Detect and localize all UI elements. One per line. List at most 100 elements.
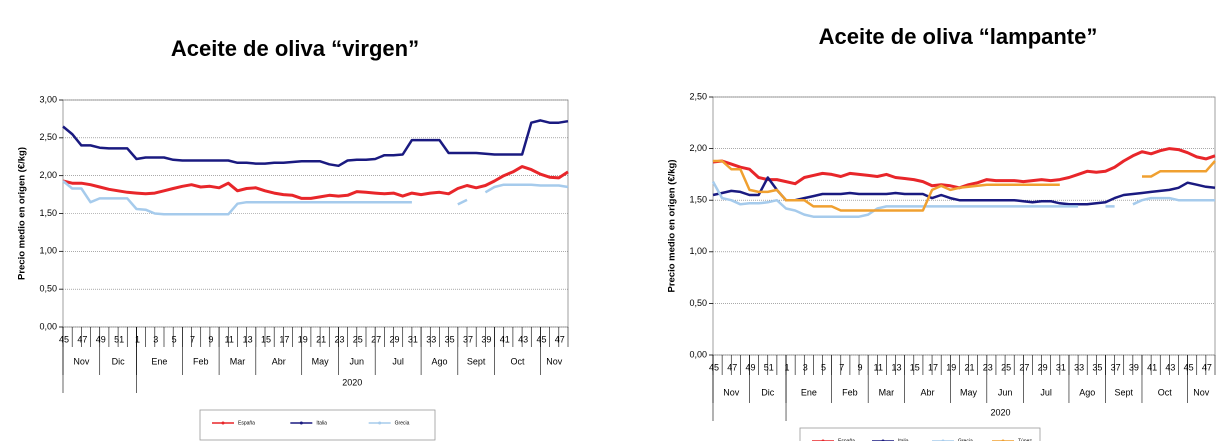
- y-tick-label: 0,00: [689, 349, 707, 359]
- chart-title: Aceite de oliva “lampante”: [819, 24, 1098, 49]
- month-label: Abr: [920, 387, 934, 397]
- month-label: Jun: [998, 387, 1013, 397]
- y-tick-label: 1,50: [689, 195, 707, 205]
- y-tick-label: 3,00: [39, 94, 57, 104]
- month-label: Jul: [392, 356, 404, 366]
- y-tick-label: 2,50: [689, 91, 707, 101]
- month-label: Nov: [723, 387, 740, 397]
- month-label: Nov: [546, 356, 563, 366]
- series-line: [62, 119, 569, 168]
- x-tick-label: 19: [946, 362, 956, 372]
- x-tick-label: 25: [353, 334, 363, 344]
- plot-area: [712, 96, 1216, 356]
- year-label: 2020: [342, 377, 362, 387]
- legend-label: Grecia: [395, 420, 410, 426]
- month-label: Abr: [272, 356, 286, 366]
- y-tick-label: 0,50: [689, 298, 707, 308]
- x-tick-label: 5: [172, 334, 177, 344]
- month-label: Sept: [467, 356, 486, 366]
- month-label: Ago: [431, 356, 447, 366]
- x-tick-label: 7: [190, 334, 195, 344]
- month-label: Nov: [1193, 387, 1210, 397]
- x-tick-label: 49: [96, 334, 106, 344]
- x-tick-label: 37: [463, 334, 473, 344]
- x-tick-label: 17: [928, 362, 938, 372]
- x-tick-label: 39: [1129, 362, 1139, 372]
- legend-label: Italia: [898, 438, 909, 441]
- x-tick-label: 27: [1019, 362, 1029, 372]
- x-tick-label: 43: [518, 334, 528, 344]
- x-tick-label: 35: [1092, 362, 1102, 372]
- x-tick-label: 47: [555, 334, 565, 344]
- legend-box: [199, 409, 436, 441]
- x-tick-label: 19: [298, 334, 308, 344]
- month-label: Ago: [1079, 387, 1095, 397]
- series-line: [712, 147, 1216, 190]
- month-label: Dic: [112, 356, 125, 366]
- x-tick-label: 7: [839, 362, 844, 372]
- x-tick-label: 43: [1165, 362, 1175, 372]
- series-line: [62, 165, 569, 200]
- x-tick-label: 47: [727, 362, 737, 372]
- month-label: Jul: [1040, 387, 1052, 397]
- x-tick-label: 47: [1202, 362, 1212, 372]
- month-label: May: [312, 356, 330, 366]
- month-label: Mar: [879, 387, 895, 397]
- month-label: Oct: [1158, 387, 1173, 397]
- x-tick-label: 11: [225, 334, 234, 344]
- legend-label: España: [238, 420, 255, 426]
- x-tick-label: 3: [803, 362, 808, 372]
- x-tick-label: 21: [965, 362, 975, 372]
- series-line: [711, 180, 1215, 218]
- x-tick-label: 45: [1184, 362, 1194, 372]
- x-tick-label: 9: [858, 362, 863, 372]
- x-tick-label: 11: [874, 362, 883, 372]
- x-tick-label: 29: [390, 334, 400, 344]
- y-tick-label: 1,50: [39, 208, 57, 218]
- x-tick-label: 35: [445, 334, 455, 344]
- month-label: Dic: [761, 387, 774, 397]
- legend-label: Túnez: [1018, 438, 1032, 441]
- x-tick-label: 41: [500, 334, 510, 344]
- year-label: 2020: [990, 407, 1010, 417]
- month-label: Jun: [350, 356, 365, 366]
- legend-marker: [378, 421, 382, 425]
- x-tick-label: 3: [153, 334, 158, 344]
- x-tick-label: 33: [426, 334, 436, 344]
- y-tick-label: 0,50: [39, 284, 57, 294]
- x-tick-label: 1: [785, 362, 790, 372]
- x-tick-label: 9: [208, 334, 213, 344]
- y-axis-label: Precio medio en origen (€/kg): [17, 147, 28, 280]
- x-tick-label: 27: [371, 334, 381, 344]
- x-tick-label: 5: [821, 362, 826, 372]
- legend-box: [799, 427, 1041, 441]
- x-tick-label: 51: [114, 334, 124, 344]
- x-tick-label: 31: [1056, 362, 1066, 372]
- x-tick-label: 23: [983, 362, 993, 372]
- legend-marker: [299, 421, 303, 425]
- legend-label: España: [838, 438, 855, 441]
- x-tick-label: 25: [1001, 362, 1011, 372]
- x-tick-label: 39: [481, 334, 491, 344]
- x-tick-label: 1: [135, 334, 140, 344]
- month-label: Mar: [230, 356, 246, 366]
- y-tick-label: 2,50: [39, 132, 57, 142]
- y-tick-label: 2,00: [39, 170, 57, 180]
- x-tick-label: 45: [536, 334, 546, 344]
- y-tick-label: 1,00: [39, 246, 57, 256]
- y-tick-label: 1,00: [689, 246, 707, 256]
- x-tick-label: 15: [261, 334, 271, 344]
- x-tick-label: 13: [892, 362, 902, 372]
- x-tick-label: 15: [910, 362, 920, 372]
- x-tick-label: 33: [1074, 362, 1084, 372]
- y-tick-label: 2,00: [689, 143, 707, 153]
- x-tick-label: 21: [316, 334, 326, 344]
- chart-title: Aceite de oliva “virgen”: [171, 36, 419, 61]
- month-label: Sept: [1114, 387, 1133, 397]
- x-tick-label: 29: [1038, 362, 1048, 372]
- x-tick-label: 47: [77, 334, 87, 344]
- x-tick-label: 45: [709, 362, 719, 372]
- y-axis-label: Precio medio en origen (€/kg): [667, 159, 678, 292]
